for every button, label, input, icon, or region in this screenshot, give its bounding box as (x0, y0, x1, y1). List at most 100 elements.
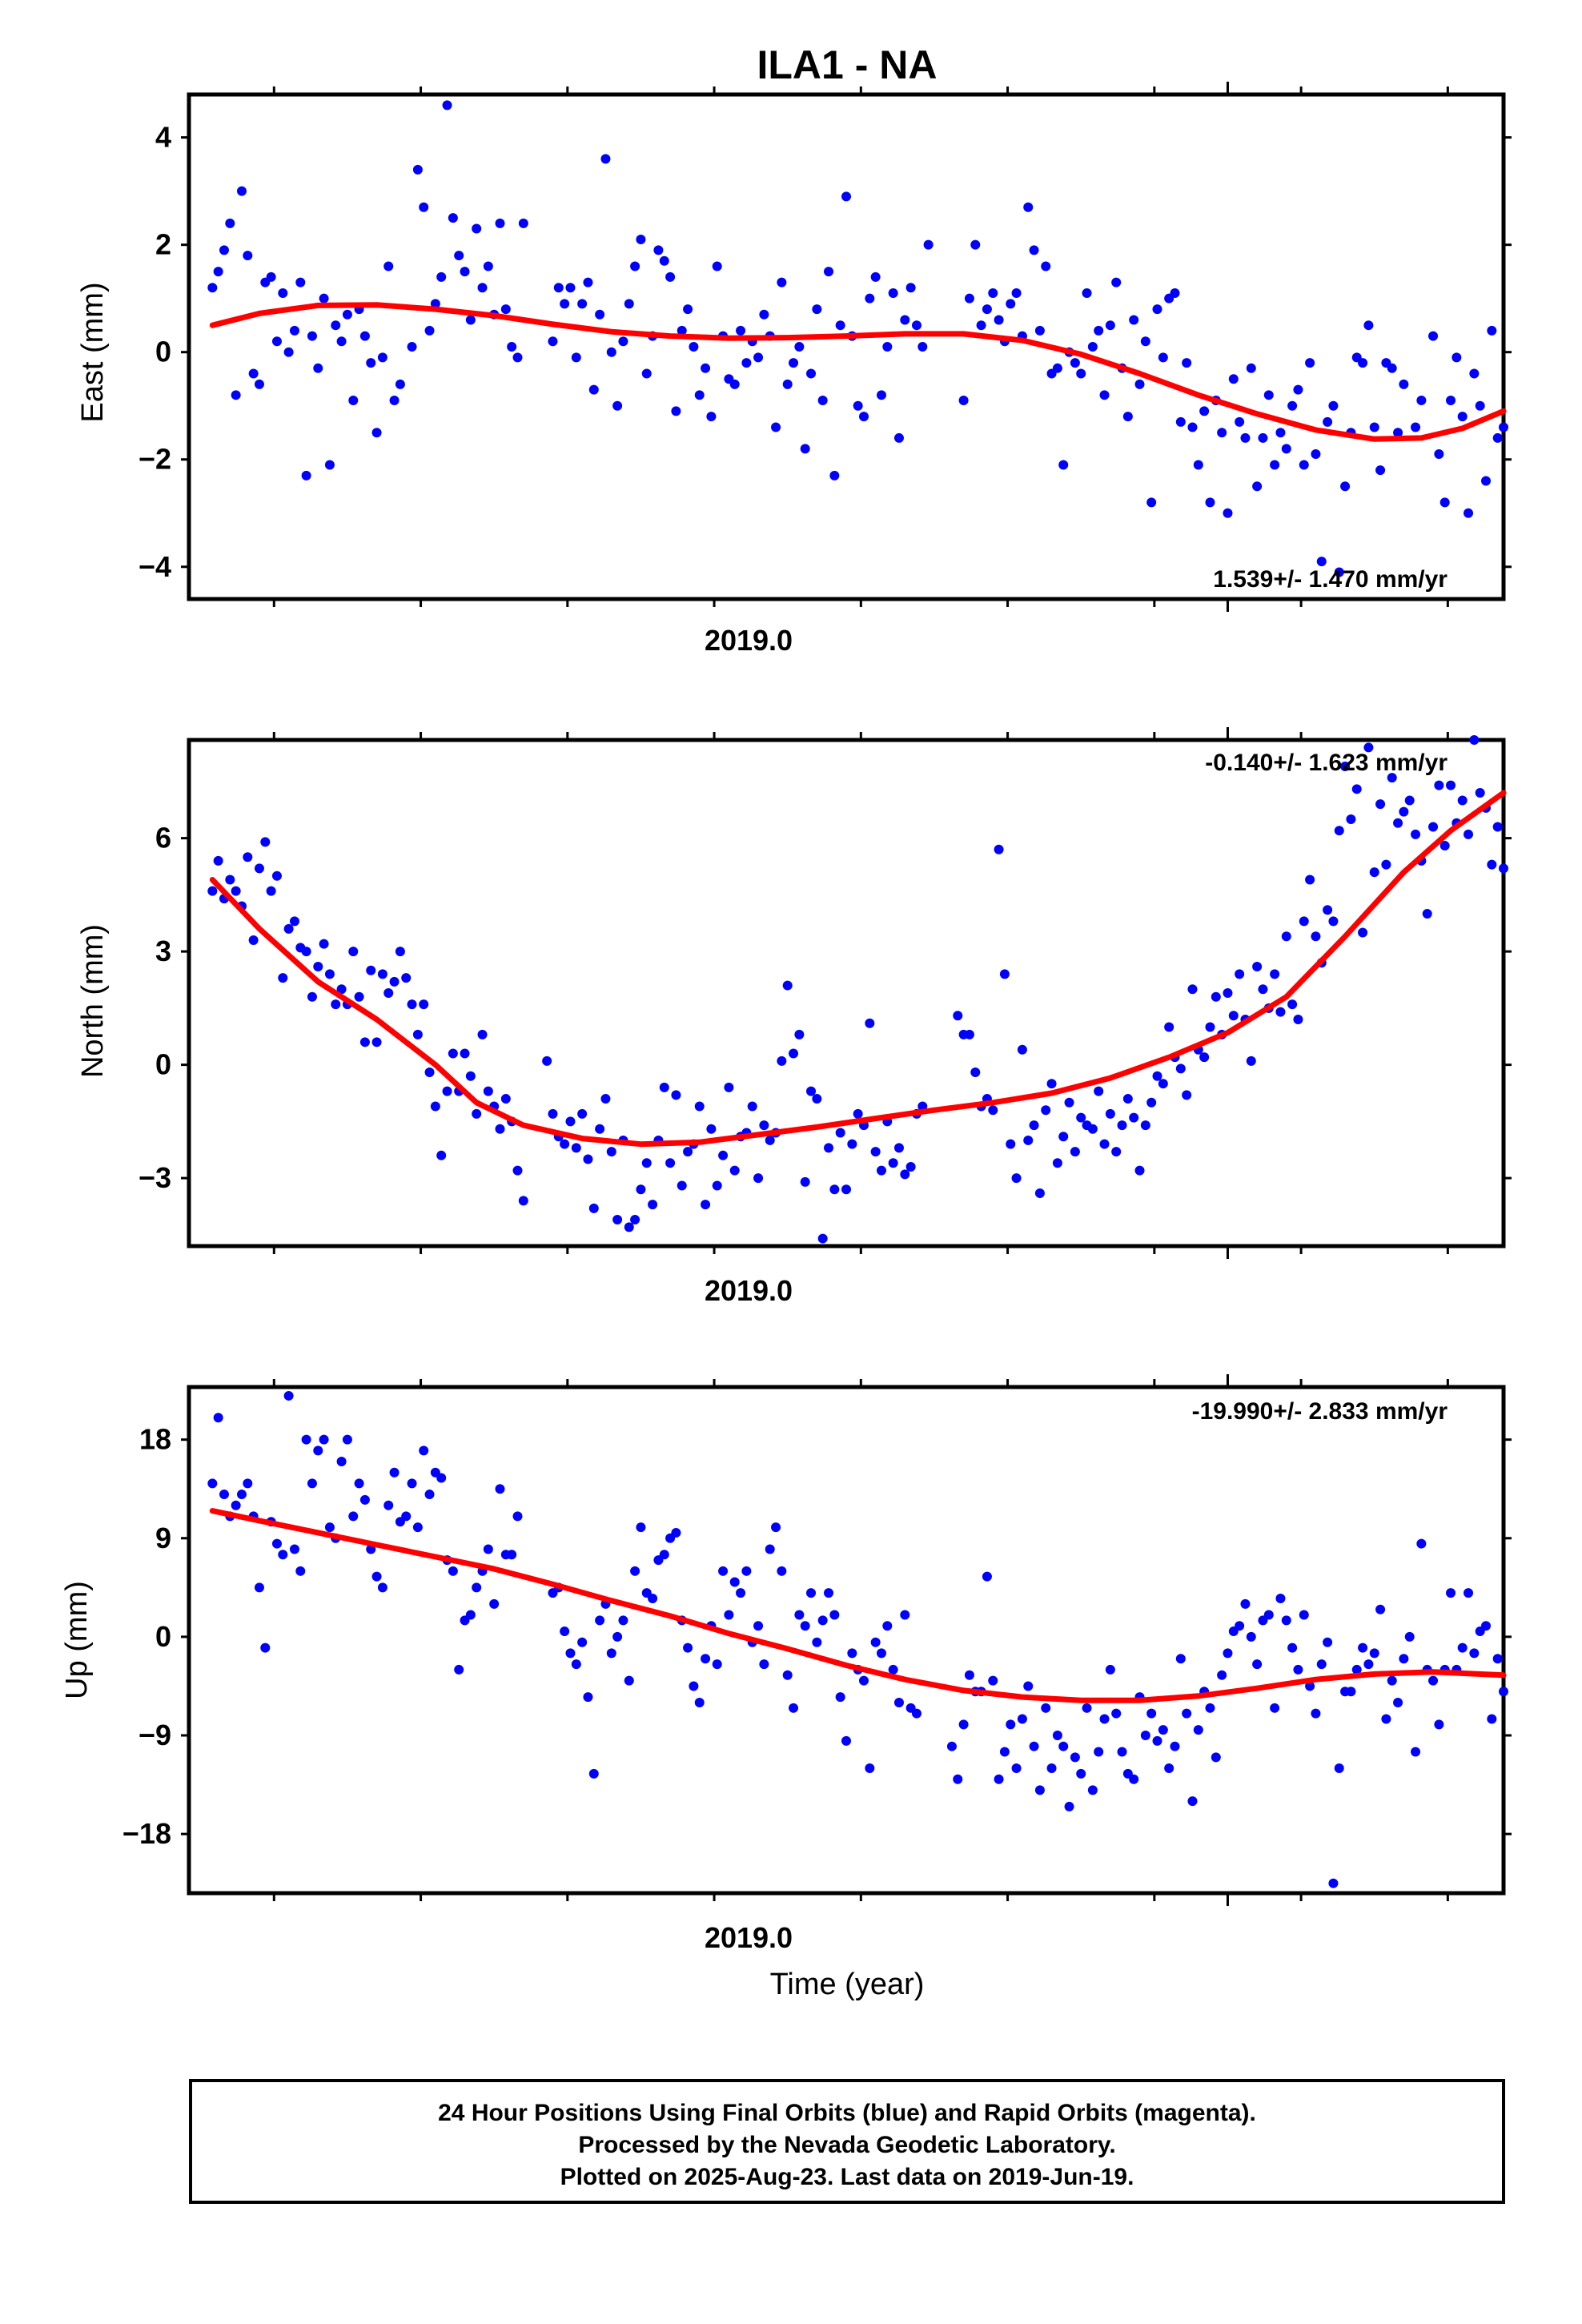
up-data-point (588, 1768, 599, 1779)
up-data-point (817, 1615, 828, 1626)
east-data-point (1411, 422, 1421, 432)
east-data-point (694, 390, 705, 400)
north-data-point (648, 1200, 658, 1210)
east-data-point (1070, 358, 1080, 368)
north-data-point (1023, 1135, 1034, 1145)
up-data-point (1492, 1654, 1503, 1664)
east-data-point (835, 320, 845, 331)
up-data-point (436, 1473, 447, 1483)
up-data-point (1087, 1785, 1098, 1795)
east-data-point (1041, 261, 1051, 271)
north-data-point (806, 1086, 817, 1096)
up-data-point (1393, 1697, 1403, 1707)
up-data-point (1481, 1621, 1492, 1631)
east-data-point (1076, 368, 1086, 379)
east-data-point (319, 293, 329, 304)
east-data-point (870, 271, 881, 282)
east-data-point (213, 267, 223, 277)
east-data-point (1105, 320, 1115, 331)
north-data-point (1175, 1063, 1186, 1074)
up-data-point (1399, 1654, 1409, 1664)
north-data-point (970, 1068, 981, 1078)
east-data-point (359, 331, 370, 341)
up-data-point (1070, 1752, 1080, 1763)
north-data-point (600, 1094, 611, 1104)
up-data-point (319, 1434, 329, 1445)
up-data-point (571, 1659, 581, 1670)
up-data-point (1351, 1664, 1362, 1675)
panel-north: North (mm) 2019.0 −3 0 3 6 -0.140+/- 1.623 m… (76, 727, 1512, 1307)
north-data-point (389, 976, 400, 987)
north-x-tick-label: 2019.0 (705, 1274, 793, 1307)
north-data-point (583, 1154, 593, 1164)
east-data-point (1134, 379, 1145, 389)
up-ytick-label: −18 (122, 1817, 171, 1850)
up-data-point (1146, 1708, 1157, 1719)
north-data-point (1228, 1011, 1239, 1021)
east-data-point (583, 277, 593, 287)
north-data-point (1275, 1007, 1286, 1017)
up-data-point (1375, 1604, 1386, 1614)
up-data-point (1140, 1731, 1150, 1741)
north-data-point (606, 1147, 616, 1157)
north-ylabel: North (mm) (76, 924, 110, 1078)
east-data-point (243, 251, 253, 261)
up-data-point (876, 1648, 886, 1659)
east-data-point (289, 325, 299, 336)
north-data-point (231, 886, 241, 896)
north-data-point (1492, 822, 1503, 832)
up-data-point (630, 1566, 640, 1576)
north-frame (187, 738, 1506, 1248)
north-data-point (1323, 905, 1333, 915)
east-data-point (377, 352, 387, 363)
east-data-point (829, 470, 840, 480)
north-data-point (1375, 799, 1386, 810)
east-data-point (789, 358, 799, 368)
east-data-point (1205, 497, 1215, 508)
up-data-point (800, 1621, 810, 1631)
north-data-point (1334, 826, 1344, 836)
up-data-point (847, 1648, 857, 1659)
east-frame (187, 92, 1506, 601)
east-data-point (1023, 202, 1034, 212)
up-data-point (794, 1610, 805, 1620)
up-data-point (1428, 1675, 1439, 1686)
up-data-point (313, 1445, 323, 1456)
up-data-point (882, 1621, 893, 1631)
north-data-point (448, 1048, 458, 1059)
north-data-point (999, 969, 1010, 979)
north-data-point (512, 1165, 523, 1176)
east-data-point (900, 315, 910, 325)
east-data-point (1058, 460, 1069, 470)
east-data-point (1011, 287, 1022, 298)
north-data-point (853, 1108, 863, 1119)
up-data-point (1082, 1703, 1092, 1713)
north-data-point (1099, 1139, 1110, 1149)
up-data-point (595, 1615, 605, 1626)
north-data-point (1041, 1105, 1051, 1116)
east-data-point (1129, 315, 1139, 325)
north-rate-label: -0.140+/- 1.623 mm/yr (1205, 750, 1447, 776)
up-data-point (1334, 1763, 1344, 1774)
north-data-point (1446, 780, 1456, 790)
up-data-point (771, 1522, 781, 1533)
north-data-point (994, 844, 1004, 854)
north-data-point (1411, 829, 1421, 839)
east-data-point (1111, 277, 1122, 287)
east-data-point (1323, 416, 1333, 427)
east-data-point (800, 444, 810, 454)
east-data-point (1287, 400, 1298, 411)
up-data-point (824, 1588, 834, 1598)
east-data-point (876, 390, 886, 400)
east-data-point (753, 352, 764, 363)
north-data-point (1205, 1022, 1215, 1032)
east-data-point (888, 287, 898, 298)
up-data-point (465, 1610, 476, 1620)
north-data-point (348, 947, 359, 957)
up-data-point (759, 1659, 769, 1670)
up-data-point (1263, 1610, 1274, 1620)
up-data-point (1346, 1687, 1356, 1697)
east-data-point (1464, 508, 1474, 518)
footer-box: 24 Hour Positions Using Final Orbits (bl… (189, 2079, 1505, 2204)
up-data-point (512, 1511, 523, 1522)
